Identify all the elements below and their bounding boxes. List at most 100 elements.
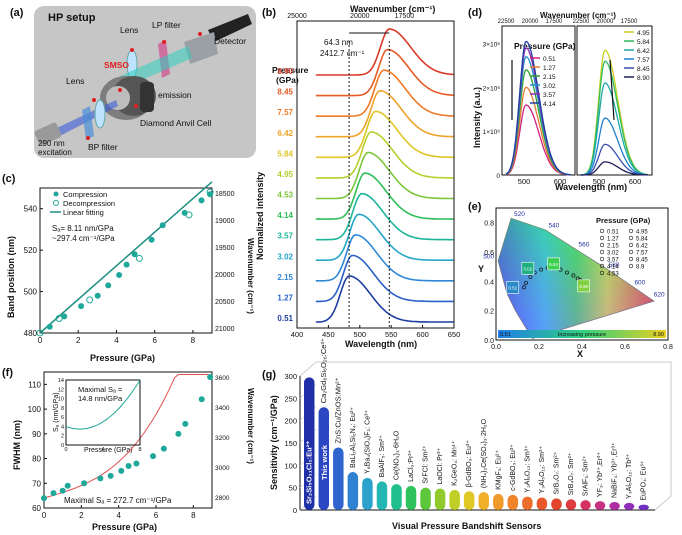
panel-e-legend-marker [599, 235, 605, 241]
panel-g-bar-label: SrFCl: Sm²⁺ [423, 445, 430, 484]
panel-g-y-tick-label: 200 [284, 417, 297, 426]
panel-c-x-tick-label: 2 [76, 336, 81, 345]
panel-e-sample-photo-label: 5.84 [549, 262, 558, 267]
panel-g-grid-line [299, 495, 317, 511]
panel-g-bar-label: K₂GeO₄: Mn⁴⁺ [452, 440, 459, 486]
panel-g-bar-label: BaLi₂Al₂Si₂N₄: Eu²⁺ [350, 407, 357, 468]
panel-e-cie-point [545, 266, 550, 271]
bp-filter-icon [82, 106, 94, 140]
panel-b-x-label: Wavelength (nm) [345, 339, 417, 349]
panel-f-data-point [182, 420, 189, 427]
panel-d-spectrum-line [505, 56, 572, 176]
panel-d-spectrum-line [581, 143, 648, 176]
panel-e-plot-frame [495, 207, 669, 341]
panel-b-legend-title-2: (GPa) [276, 75, 299, 85]
panel-b-pressure-label: 5.84 [277, 149, 293, 158]
panel-b-pressure-label: 3.57 [277, 232, 293, 241]
panel-g-bar-label: LaCl₃:Pr³⁺ [408, 449, 415, 482]
panel-f-data-point [150, 453, 157, 460]
panel-g-bar-label: NaBiF₄: Yb³⁺,Er³⁺ [612, 442, 619, 498]
panel-g-bar [362, 477, 373, 510]
panel-g-bar [623, 502, 635, 510]
panel-g-bar-label: c-GdBO₃: Eu³⁺ [510, 444, 517, 491]
panel-b-y-label: Normalized intensity [255, 172, 265, 260]
panel-b-series-line [315, 275, 454, 323]
smso-label: SMSO [104, 60, 129, 70]
panel-e-sample-photo [521, 261, 535, 275]
panel-d-y-tick-label: 1×10⁶ [483, 129, 501, 136]
panel-c-compression-point [148, 236, 155, 243]
panel-c-x-tick-label: 0 [38, 336, 43, 345]
panel-d-top-tick-label: 17500 [621, 19, 638, 25]
panel-e-bar-right-label: 8.90 [653, 332, 664, 338]
panel-f-right-tick-label: 3000 [215, 465, 230, 472]
panel-g-bar [536, 497, 548, 510]
panel-f-y-tick-label: 80 [32, 455, 41, 464]
panel-e-legend-marker [599, 228, 605, 234]
panel-d-legend-label: 5.84 [637, 39, 650, 46]
panel-b-wn-annotation: 2412.7 cm⁻¹ [320, 49, 365, 58]
panel-g-bar [376, 481, 388, 510]
panel-b-series-line [315, 254, 454, 303]
panel-b-series-line [315, 151, 454, 200]
panel-g-bar [449, 489, 460, 510]
panel-c-annotation-2: ~297.4 cm⁻¹/GPa [52, 234, 115, 243]
panel-b-pressure-label: 3.02 [277, 252, 293, 261]
panel-b-series-line [315, 192, 454, 241]
panel-c-decompression-point [86, 296, 94, 304]
lens-left-label: Lens [66, 76, 84, 86]
panel-g-bar [304, 377, 315, 510]
panel-e-legend-marker [628, 256, 634, 262]
panel-f-data-point [59, 487, 66, 494]
panel-g-bar [609, 501, 620, 510]
panel-d-x-tick-label: 500 [518, 177, 531, 186]
panel-d-x-label: Wavelength (nm) [555, 182, 627, 192]
panel-e-cie-point [524, 280, 529, 285]
panel-f-inset-y-tick-label: 0 [61, 443, 64, 449]
panel-c-annotation-1: Sₐ= 8.11 nm/GPa [52, 224, 114, 233]
panel-e-label: (e) [468, 201, 482, 213]
panel-f-data-point [50, 490, 57, 497]
panel-f-inset-curve [65, 379, 141, 430]
panel-f-x-tick-label: 2 [79, 511, 84, 520]
panel-f-right-label: Wavenumber (cm⁻¹) [246, 388, 255, 464]
dac-label: Diamond Anvil Cell [140, 118, 211, 128]
panel-g-y-tick-label: 300 [284, 372, 297, 381]
panel-d-spectrum-line [581, 82, 649, 176]
panel-b-series-line [315, 233, 454, 282]
panel-g-grid-line [299, 384, 317, 399]
panel-g-grid-line [299, 451, 317, 466]
panel-c-legend-decompression: Decompression [63, 199, 115, 208]
panel-e-y-label: Y [478, 264, 484, 274]
panel-c-decompression-point [135, 254, 143, 262]
panel-b-series-line [315, 89, 454, 138]
panel-g-bar-label: KMgF₃: Eu²⁺ [495, 450, 502, 490]
panel-b-series-line [315, 172, 454, 220]
panel-f-x-tick-label: 4 [116, 511, 121, 520]
panel-b-pressure-label: 2.15 [277, 273, 293, 282]
panel-c-compression-point [46, 323, 53, 330]
panel-d-spectrum-line [580, 117, 649, 176]
panel-e-legend-marker [599, 270, 605, 276]
panel-g-x-label: Visual Pressure Bandshift Sensors [392, 521, 541, 531]
panel-c-y-tick-label: 540 [24, 205, 38, 214]
panel-g-bar-label: Ce(NO₃)₃·6H₂O [394, 430, 401, 480]
panel-e-wavelength-label: 500 [483, 253, 494, 260]
panel-f-plot-frame [43, 371, 213, 509]
panel-b-pressure-label: 7.57 [277, 108, 293, 117]
panel-g-bar [507, 494, 519, 510]
panel-d-spectrum-line [505, 69, 572, 176]
panel-f-inset-x-label: Pressure (GPa) [84, 447, 133, 454]
panel-d-legend-label: 6.42 [637, 48, 650, 55]
panel-g-bar-label: Sr₂Si₅O₁₁Cl₂:Eu²⁺ [304, 441, 313, 504]
panel-e-cie-point [532, 270, 537, 275]
panel-e-y-tick-label: 0.6 [484, 250, 494, 257]
panel-d-legend-label: 3.57 [543, 92, 556, 99]
panel-f-data-point [125, 462, 132, 469]
panel-e-sample-photo [547, 257, 560, 271]
panel-b-label: (b) [262, 7, 276, 19]
panel-f-inset-y-tick-label: 4 [61, 424, 64, 430]
panel-d-spectrum-line [580, 49, 649, 176]
panel-c-y-label: Band position (nm) [6, 236, 16, 318]
panel-d-spectrum-line [505, 86, 571, 176]
